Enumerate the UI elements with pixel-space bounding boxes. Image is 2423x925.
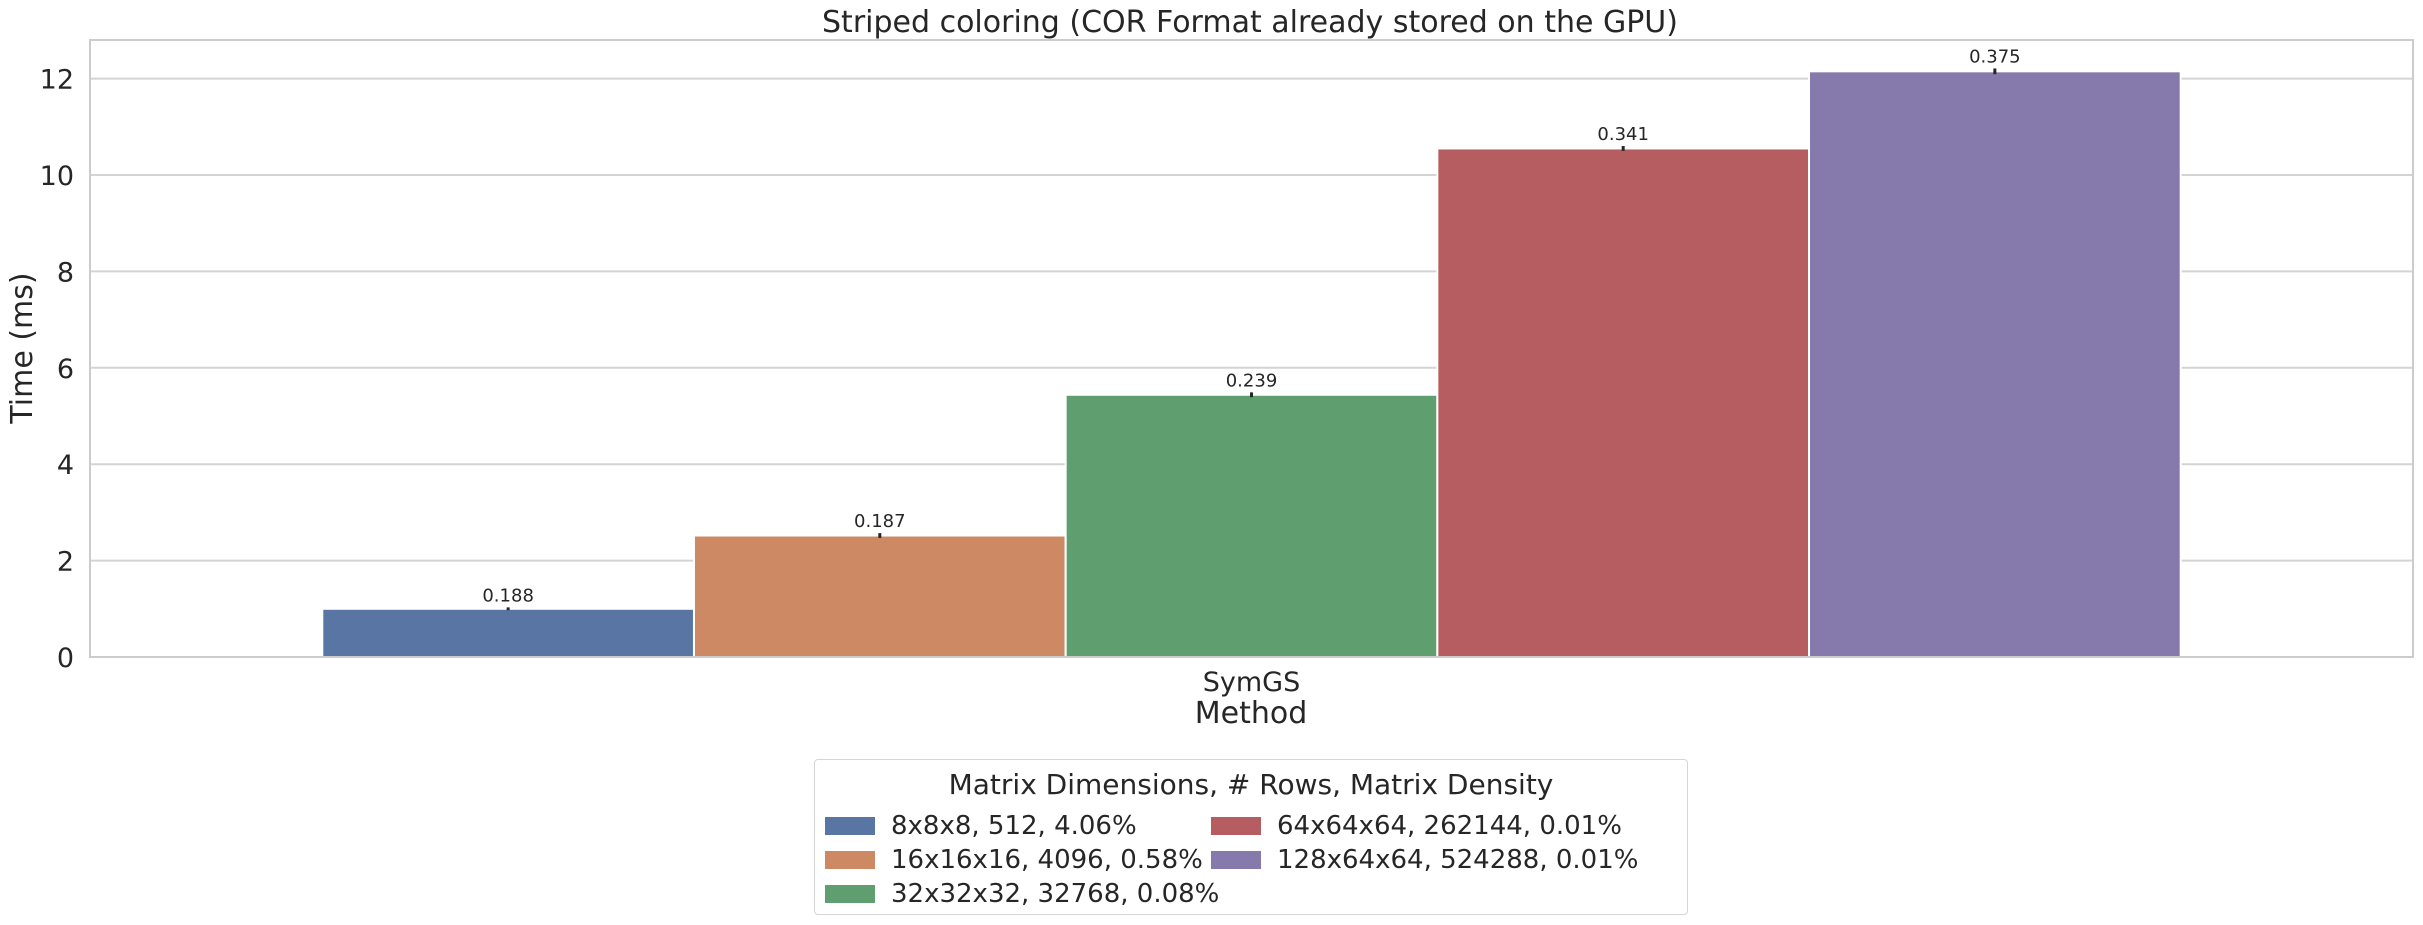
y-tick-label: 4 (57, 450, 74, 481)
y-tick-label: 0 (57, 643, 74, 674)
y-axis-label: Time (ms) (5, 272, 40, 424)
data-label: 0.187 (854, 511, 906, 532)
legend-item: 8x8x8, 512, 4.06% (825, 810, 1137, 842)
legend-label: 16x16x16, 4096, 0.58% (891, 845, 1203, 875)
y-tick-label: 6 (57, 354, 74, 385)
y-tick-label: 12 (40, 65, 74, 96)
data-label: 0.341 (1597, 124, 1649, 145)
legend-label: 128x64x64, 524288, 0.01% (1277, 845, 1639, 875)
legend-swatch (825, 817, 875, 835)
x-axis-label: Method (1195, 696, 1308, 731)
y-tick-label: 10 (40, 161, 74, 192)
bar (692, 534, 1067, 659)
legend-title: Matrix Dimensions, # Rows, Matrix Densit… (948, 768, 1554, 801)
data-label: 0.375 (1969, 46, 2021, 67)
bar (1808, 70, 2182, 658)
bar (321, 607, 695, 658)
legend-swatch (1211, 851, 1261, 869)
bar (1064, 393, 1439, 658)
legend-item: 16x16x16, 4096, 0.58% (825, 844, 1203, 876)
legend-swatch (1211, 817, 1261, 835)
y-tick-label: 2 (57, 547, 74, 578)
x-tick-label: SymGS (1203, 667, 1300, 698)
legend-swatch (825, 851, 875, 869)
y-tick-label: 8 (57, 257, 74, 288)
legend: Matrix Dimensions, # Rows, Matrix Densit… (814, 759, 1688, 915)
legend-item: 128x64x64, 524288, 0.01% (1211, 844, 1638, 876)
legend-label: 8x8x8, 512, 4.06% (891, 811, 1137, 841)
bar (1436, 147, 1811, 658)
data-label: 0.188 (482, 585, 534, 606)
legend-item: 64x64x64, 262144, 0.01% (1211, 810, 1622, 842)
plot-frame (89, 39, 2414, 658)
legend-swatch (825, 885, 875, 903)
chart-title: Striped coloring (COR Format already sto… (822, 5, 1678, 40)
data-label: 0.239 (1226, 370, 1278, 391)
legend-label: 64x64x64, 262144, 0.01% (1277, 811, 1622, 841)
legend-item: 32x32x32, 32768, 0.08% (825, 878, 1219, 910)
legend-label: 32x32x32, 32768, 0.08% (891, 879, 1220, 909)
